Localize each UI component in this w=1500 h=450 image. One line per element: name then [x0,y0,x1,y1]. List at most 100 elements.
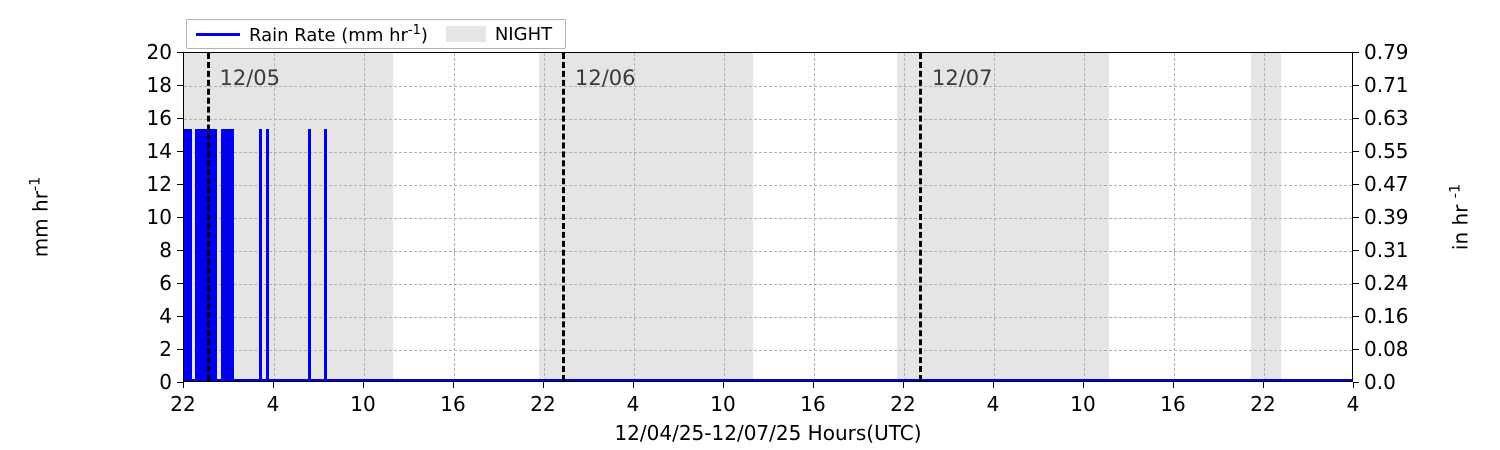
y-axis-right-tick-labels: 0.0 0.08 0.16 0.24 0.31 0.39 0.47 0.55 0.63 0.71 0… [1364,40,1474,394]
y-tick-label-right: 0.55 [1364,139,1409,163]
gridline-horizontal [184,119,1352,120]
x-tick-mark [903,382,904,388]
y-tick-label-right: 0.47 [1364,172,1409,196]
x-tick-mark [1353,382,1354,388]
night-band [184,53,394,381]
x-tick-label: 10 [1070,392,1096,416]
gridline-vertical [274,53,275,381]
y-tick-mark-right [1353,118,1359,119]
x-tick-mark [723,382,724,388]
y-tick-mark-right [1353,316,1359,317]
legend-entry-rain-rate: Rain Rate (mm hr-1) [196,23,428,46]
y-tick-label-right: 0.08 [1364,337,1409,361]
gridline-horizontal [184,86,1352,87]
x-tick-label: 16 [440,392,466,416]
x-axis-title: 12/04/25-12/07/25 Hours(UTC) [614,421,922,445]
y-tick-mark-right [1353,283,1359,284]
day-boundary-line [206,53,210,381]
night-band [1251,53,1282,381]
y-axis-left-title: mm hr-1 [27,176,53,258]
day-label: 12/07 [932,66,993,90]
y-tick-label-left: 20 [146,40,172,64]
y-tick-label-left: 6 [159,271,172,295]
gridline-horizontal [184,251,1352,252]
day-boundary-line [919,53,922,381]
y-tick-label-left: 4 [159,304,172,328]
x-tick-mark [543,382,544,388]
day-label: 12/06 [575,66,636,90]
y-tick-label-right: 0.79 [1364,40,1409,64]
rain-rate-bar [307,128,311,381]
gridline-vertical [1174,53,1175,381]
rain-rate-bar [220,128,234,381]
x-tick-mark [183,382,184,388]
x-tick-mark [1083,382,1084,388]
day-label: 12/05 [219,66,281,90]
rain-rate-baseline-trace [184,378,1352,381]
legend-patch-swatch-night [445,26,486,42]
y-tick-mark-right [1353,250,1359,251]
y-tick-label-left: 10 [146,205,172,229]
x-axis-tick-labels: 22 4 10 16 22 4 10 16 22 4 10 16 22 4 [170,392,1359,418]
y-tick-label-left: 12 [146,172,172,196]
x-tick-marks-layer [183,382,1354,390]
gridline-vertical [634,53,635,381]
gridline-horizontal [184,284,1352,285]
gridline-vertical [724,53,725,381]
y-tick-label-right: 0.39 [1364,205,1409,229]
y-tick-mark-right [1353,85,1359,86]
y-tick-label-left: 8 [159,238,172,262]
gridline-vertical [544,53,545,381]
x-tick-mark [273,382,274,388]
x-tick-label: 10 [710,392,736,416]
x-tick-label: 22 [890,392,916,416]
x-tick-mark [633,382,634,388]
rain-rate-bar [323,128,327,381]
gridline-vertical [454,53,455,381]
x-tick-label: 22 [1250,392,1276,416]
x-tick-label: 4 [266,392,280,416]
x-tick-label: 4 [1346,392,1360,416]
x-tick-label: 16 [800,392,826,416]
chart-legend: Rain Rate (mm hr-1) NIGHT [186,19,567,49]
y-tick-label-right: 0.16 [1364,304,1409,328]
y-tick-label-left: 14 [146,139,172,163]
y-tick-label-left: 2 [159,337,172,361]
gridline-horizontal [184,185,1352,186]
plot-area: 12/05 12/06 12/07 [183,52,1353,382]
y-tick-label-right: 0.71 [1364,73,1409,97]
gridline-vertical [364,53,365,381]
gridline-horizontal [184,317,1352,318]
y-axis-right-title: in hr -1 [1447,183,1473,251]
y-tick-mark-right [1353,349,1359,350]
x-tick-mark [363,382,364,388]
night-band [896,53,1109,381]
legend-label-rain-rate: Rain Rate (mm hr-1) [249,22,428,46]
day-boundary-line [562,53,565,381]
x-tick-mark [813,382,814,388]
x-tick-mark [1173,382,1174,388]
x-tick-label: 4 [986,392,1000,416]
y-tick-mark-right [1353,184,1359,185]
y-tick-label-left: 16 [146,106,172,130]
rain-rate-bar [194,128,217,381]
legend-label-night: NIGHT [494,23,553,45]
rain-rate-bar [265,128,269,381]
x-tick-mark [993,382,994,388]
legend-line-swatch-rain-rate [196,32,240,36]
gridline-horizontal [184,218,1352,219]
gridline-vertical [904,53,905,381]
gridline-vertical [814,53,815,381]
x-tick-label: 22 [170,392,196,416]
x-tick-label: 10 [350,392,376,416]
gridline-horizontal [184,350,1352,351]
y-tick-label-right: 0.63 [1364,106,1409,130]
x-tick-label: 16 [1160,392,1186,416]
x-tick-label: 4 [626,392,640,416]
y-tick-mark-right [1353,151,1359,152]
legend-entry-night: NIGHT [428,24,556,45]
gridline-vertical [994,53,995,381]
x-tick-mark [1263,382,1264,388]
x-tick-mark [453,382,454,388]
